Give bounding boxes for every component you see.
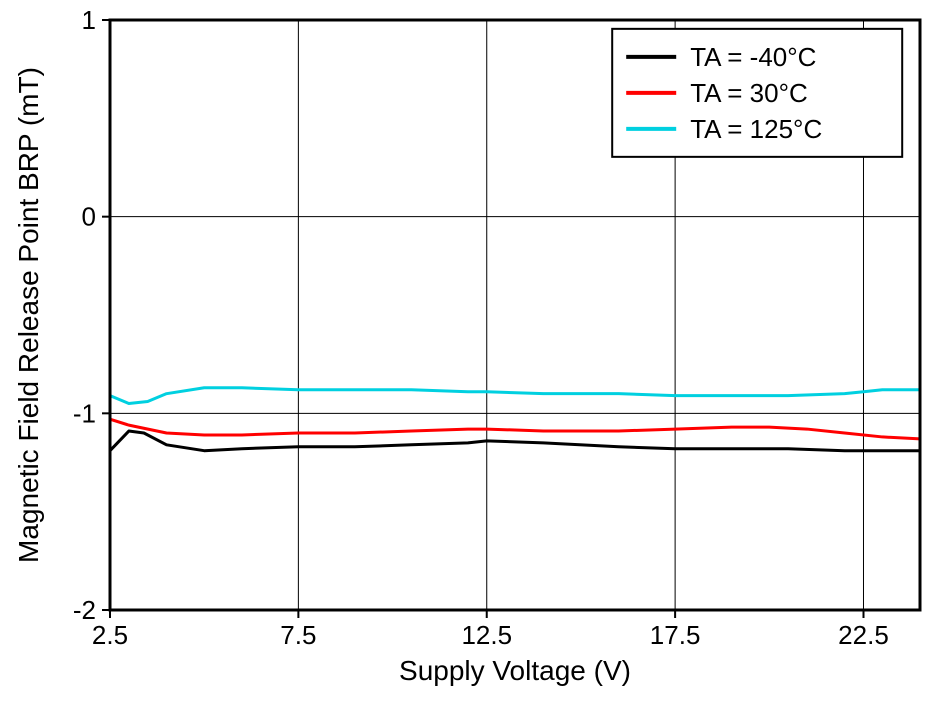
y-tick-label: 1	[82, 5, 96, 35]
x-tick-label: 12.5	[461, 620, 512, 650]
y-axis-label: Magnetic Field Release Point BRP (mT)	[13, 67, 44, 563]
legend-label-2: TA = 125°C	[690, 114, 822, 144]
x-axis-label: Supply Voltage (V)	[399, 655, 631, 686]
y-tick-label: 0	[82, 202, 96, 232]
y-tick-label: -2	[73, 595, 96, 625]
x-tick-label: 22.5	[838, 620, 889, 650]
x-tick-label: 17.5	[650, 620, 701, 650]
chart-container: 2.5 7.5 12.5 17.5 22.5 Supply Voltage (V) -2 -1…	[0, 0, 946, 701]
legend-label-1: TA = 30°C	[690, 78, 808, 108]
y-tick-label: -1	[73, 398, 96, 428]
x-tick-label: 2.5	[92, 620, 128, 650]
line-chart: 2.5 7.5 12.5 17.5 22.5 Supply Voltage (V) -2 -1…	[0, 0, 946, 701]
legend-label-0: TA = -40°C	[690, 42, 816, 72]
legend: TA = -40°C TA = 30°C TA = 125°C	[612, 29, 902, 157]
x-tick-label: 7.5	[280, 620, 316, 650]
